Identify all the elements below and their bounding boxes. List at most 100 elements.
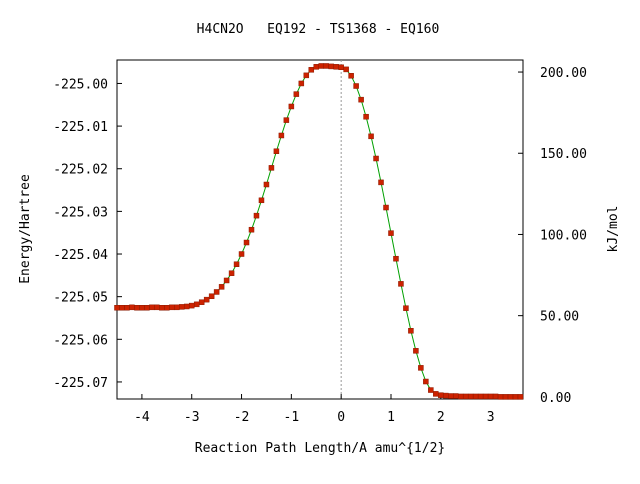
data-point	[198, 299, 205, 305]
y-left-tick-label: -225.06	[53, 333, 108, 348]
data-point	[388, 230, 394, 236]
x-axis-label: Reaction Path Length/A amu^{1/2}	[195, 441, 445, 456]
data-point	[114, 305, 120, 311]
y-left-tick-label: -225.05	[53, 291, 108, 306]
data-point	[174, 304, 180, 311]
data-point	[208, 293, 215, 299]
data-point	[462, 393, 469, 400]
data-point	[517, 394, 524, 400]
data-point	[303, 72, 310, 79]
x-axis: -4 -3 -2 -1 0 1 2 3	[134, 394, 495, 425]
data-point	[228, 270, 235, 276]
data-point	[139, 305, 145, 311]
data-point	[159, 305, 165, 311]
data-point	[218, 284, 225, 290]
data-point	[258, 197, 265, 204]
data-point	[298, 80, 305, 87]
data-point	[134, 305, 140, 311]
series-energy-path	[114, 63, 524, 400]
data-point	[378, 179, 384, 186]
x-tick-label: 3	[487, 410, 495, 425]
data-point	[507, 394, 514, 400]
data-point	[318, 63, 324, 69]
data-point	[433, 391, 439, 397]
y-left-tick-label: -225.02	[53, 163, 108, 178]
data-point	[233, 261, 240, 267]
data-point	[293, 91, 300, 97]
data-point	[448, 393, 454, 399]
data-point	[273, 148, 280, 154]
data-point	[408, 328, 414, 334]
data-point	[403, 305, 409, 311]
data-point	[373, 155, 379, 162]
data-point	[144, 305, 150, 311]
y-axis-left: -225.00 -225.01 -225.02 -225.03 -225.04 -225.…	[53, 77, 122, 391]
data-point	[278, 132, 285, 139]
data-point	[313, 64, 320, 70]
data-point	[169, 304, 175, 311]
data-point	[512, 394, 519, 400]
data-point	[188, 302, 195, 309]
y-right-tick-label: 200.00	[540, 66, 587, 81]
data-point	[213, 289, 220, 295]
data-point	[154, 304, 160, 311]
data-point	[428, 387, 434, 393]
x-tick-label: -3	[184, 410, 200, 425]
x-tick-label: -2	[234, 410, 250, 425]
data-point	[472, 393, 479, 400]
data-point	[492, 393, 499, 400]
data-point	[308, 67, 315, 73]
plot-frame	[116, 59, 524, 400]
y-right-tick-label: 100.00	[540, 228, 587, 243]
x-tick-label: 2	[437, 410, 445, 425]
data-point	[243, 239, 250, 246]
data-point	[502, 394, 509, 400]
y-right-tick-label: 50.00	[540, 310, 579, 325]
data-point	[453, 393, 459, 399]
y-axis-right: 0.00 50.00 100.00 150.00 200.00	[518, 66, 587, 406]
y-axis-left-label: Energy/Hartree	[18, 174, 33, 284]
data-point	[477, 393, 484, 400]
y-left-tick-label: -225.03	[53, 205, 108, 220]
y-left-tick-label: -225.00	[53, 77, 108, 92]
x-tick-label: -4	[134, 410, 150, 425]
data-point	[338, 64, 344, 70]
data-point	[343, 66, 349, 73]
data-point	[268, 165, 275, 171]
data-point	[368, 133, 374, 140]
y-left-tick-label: -225.04	[53, 248, 108, 263]
data-point	[383, 204, 389, 211]
data-point	[183, 303, 190, 310]
data-point	[467, 393, 474, 400]
data-point	[288, 103, 295, 110]
data-point	[323, 63, 329, 69]
data-point	[358, 96, 364, 103]
data-point	[263, 181, 270, 188]
data-point	[283, 117, 290, 123]
data-point	[149, 304, 155, 311]
data-point	[418, 365, 424, 371]
data-point	[487, 393, 494, 400]
data-point	[353, 83, 359, 89]
data-point	[413, 348, 419, 354]
x-tick-label: 0	[337, 410, 345, 425]
series-line	[117, 65, 521, 398]
x-tick-label: -1	[284, 410, 300, 425]
data-point	[393, 255, 399, 262]
data-point	[119, 305, 125, 311]
data-point	[423, 378, 429, 385]
data-point	[179, 304, 185, 310]
chart-title: H4CN2O EQ192 - TS1368 - EQ160	[197, 22, 440, 37]
data-point	[193, 301, 200, 308]
data-point	[398, 281, 404, 287]
data-point	[253, 212, 260, 219]
data-point	[129, 304, 135, 311]
data-point	[238, 251, 245, 257]
data-point	[164, 305, 170, 311]
y-right-tick-label: 0.00	[540, 391, 571, 406]
data-point	[328, 63, 334, 70]
data-point	[363, 113, 369, 120]
data-point	[497, 394, 504, 400]
